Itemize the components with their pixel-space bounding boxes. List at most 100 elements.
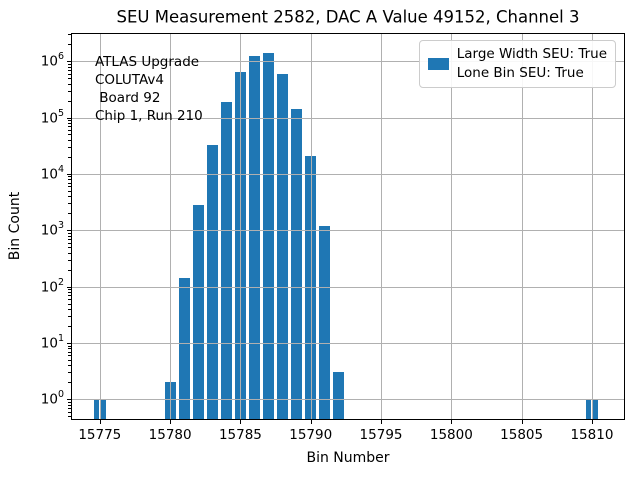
y-minor-tick: [68, 348, 71, 350]
y-minor-tick: [68, 355, 71, 357]
y-minor-tick: [68, 122, 71, 124]
x-tick-label: 15795: [359, 427, 403, 443]
y-minor-tick: [68, 292, 71, 294]
v-gridline: [521, 33, 523, 420]
v-gridline: [310, 33, 312, 420]
y-minor-tick: [68, 78, 71, 80]
y-minor-tick: [68, 44, 71, 46]
y-minor-tick: [68, 196, 71, 198]
x-tick-label: 15775: [78, 427, 122, 443]
h-gridline: [71, 399, 625, 401]
legend: Large Width SEU: True Lone Bin SEU: True: [418, 40, 616, 88]
lone-bin-half-bar: [586, 399, 591, 420]
y-tick-label: 100: [40, 389, 64, 408]
h-gridline: [71, 342, 625, 344]
y-minor-tick: [68, 34, 71, 36]
y-minor-tick: [68, 316, 71, 318]
y-tick: [67, 399, 71, 401]
y-minor-tick: [68, 238, 71, 240]
lone-bin-half-bar: [94, 399, 99, 420]
y-minor-tick: [68, 213, 71, 215]
v-gridline: [451, 33, 453, 420]
y-minor-tick: [68, 63, 71, 65]
y-tick: [67, 286, 71, 288]
x-tick-label: 15780: [148, 427, 192, 443]
y-minor-tick: [68, 408, 71, 410]
y-minor-tick: [68, 242, 71, 244]
legend-label-large-width-seu: Large Width SEU: True: [456, 46, 607, 62]
y-minor-tick: [68, 100, 71, 102]
y-tick: [67, 61, 71, 63]
y-minor-tick: [68, 156, 71, 158]
y-minor-tick: [68, 126, 71, 128]
x-tick: [451, 420, 453, 424]
y-minor-tick: [68, 411, 71, 413]
x-tick: [170, 420, 172, 424]
y-tick: [67, 342, 71, 344]
x-tick-label: 15800: [429, 427, 473, 443]
y-minor-tick: [68, 203, 71, 205]
y-minor-tick: [68, 120, 71, 122]
h-gridline: [71, 230, 625, 232]
lone-bin-half-bar: [101, 399, 106, 420]
y-minor-tick: [68, 179, 71, 181]
y-minor-tick: [68, 345, 71, 347]
chart-title: SEU Measurement 2582, DAC A Value 49152,…: [116, 7, 580, 27]
x-tick: [240, 420, 242, 424]
h-gridline: [71, 173, 625, 175]
y-minor-tick: [68, 69, 71, 71]
y-minor-tick: [68, 404, 71, 406]
y-minor-tick: [68, 365, 71, 367]
bar: [220, 101, 232, 420]
x-tick: [310, 420, 312, 424]
y-tick-label: 103: [40, 220, 64, 239]
y-minor-tick: [68, 235, 71, 237]
h-gridline: [71, 286, 625, 288]
y-minor-tick: [68, 359, 71, 361]
v-gridline: [591, 33, 593, 420]
x-tick-label: 15790: [289, 427, 333, 443]
bar: [262, 52, 275, 420]
x-tick-label: 15785: [218, 427, 262, 443]
y-minor-tick: [68, 309, 71, 311]
y-minor-tick: [68, 182, 71, 184]
y-tick: [67, 173, 71, 175]
y-minor-tick: [68, 146, 71, 148]
x-tick-label: 15810: [570, 427, 614, 443]
y-minor-tick: [68, 176, 71, 178]
annotation-line: ATLAS Upgrade: [95, 54, 200, 70]
x-tick: [591, 420, 593, 424]
y-minor-tick: [68, 247, 71, 249]
y-minor-tick: [68, 90, 71, 92]
v-gridline: [99, 33, 101, 420]
bar: [291, 109, 303, 420]
annotation-line: COLUTAv4: [95, 72, 165, 88]
y-minor-tick: [68, 289, 71, 291]
y-minor-tick: [68, 295, 71, 297]
y-minor-tick: [68, 190, 71, 192]
bar: [178, 278, 190, 420]
x-tick: [99, 420, 101, 424]
y-tick-label: 106: [40, 51, 64, 70]
y-tick: [67, 230, 71, 232]
y-minor-tick: [68, 186, 71, 188]
y-minor-tick: [68, 130, 71, 132]
y-minor-tick: [68, 83, 71, 85]
legend-swatch: [427, 58, 449, 70]
y-minor-tick: [68, 299, 71, 301]
x-tick: [381, 420, 383, 424]
annotation-line: Board 92: [95, 90, 161, 106]
legend-labels: Large Width SEU: True Lone Bin SEU: True: [457, 45, 607, 83]
y-tick-label: 105: [40, 107, 64, 127]
y-tick-label: 101: [40, 332, 64, 352]
annotation-line: Chip 1, Run 210: [95, 108, 203, 124]
x-axis-label: Bin Number: [306, 450, 390, 466]
h-gridline: [71, 61, 625, 63]
bar: [234, 72, 247, 420]
bar: [305, 155, 317, 420]
lone-bin-half-bar: [593, 399, 598, 420]
y-minor-tick: [68, 382, 71, 384]
bar: [319, 225, 331, 420]
bar: [192, 205, 204, 420]
y-minor-tick: [68, 401, 71, 403]
